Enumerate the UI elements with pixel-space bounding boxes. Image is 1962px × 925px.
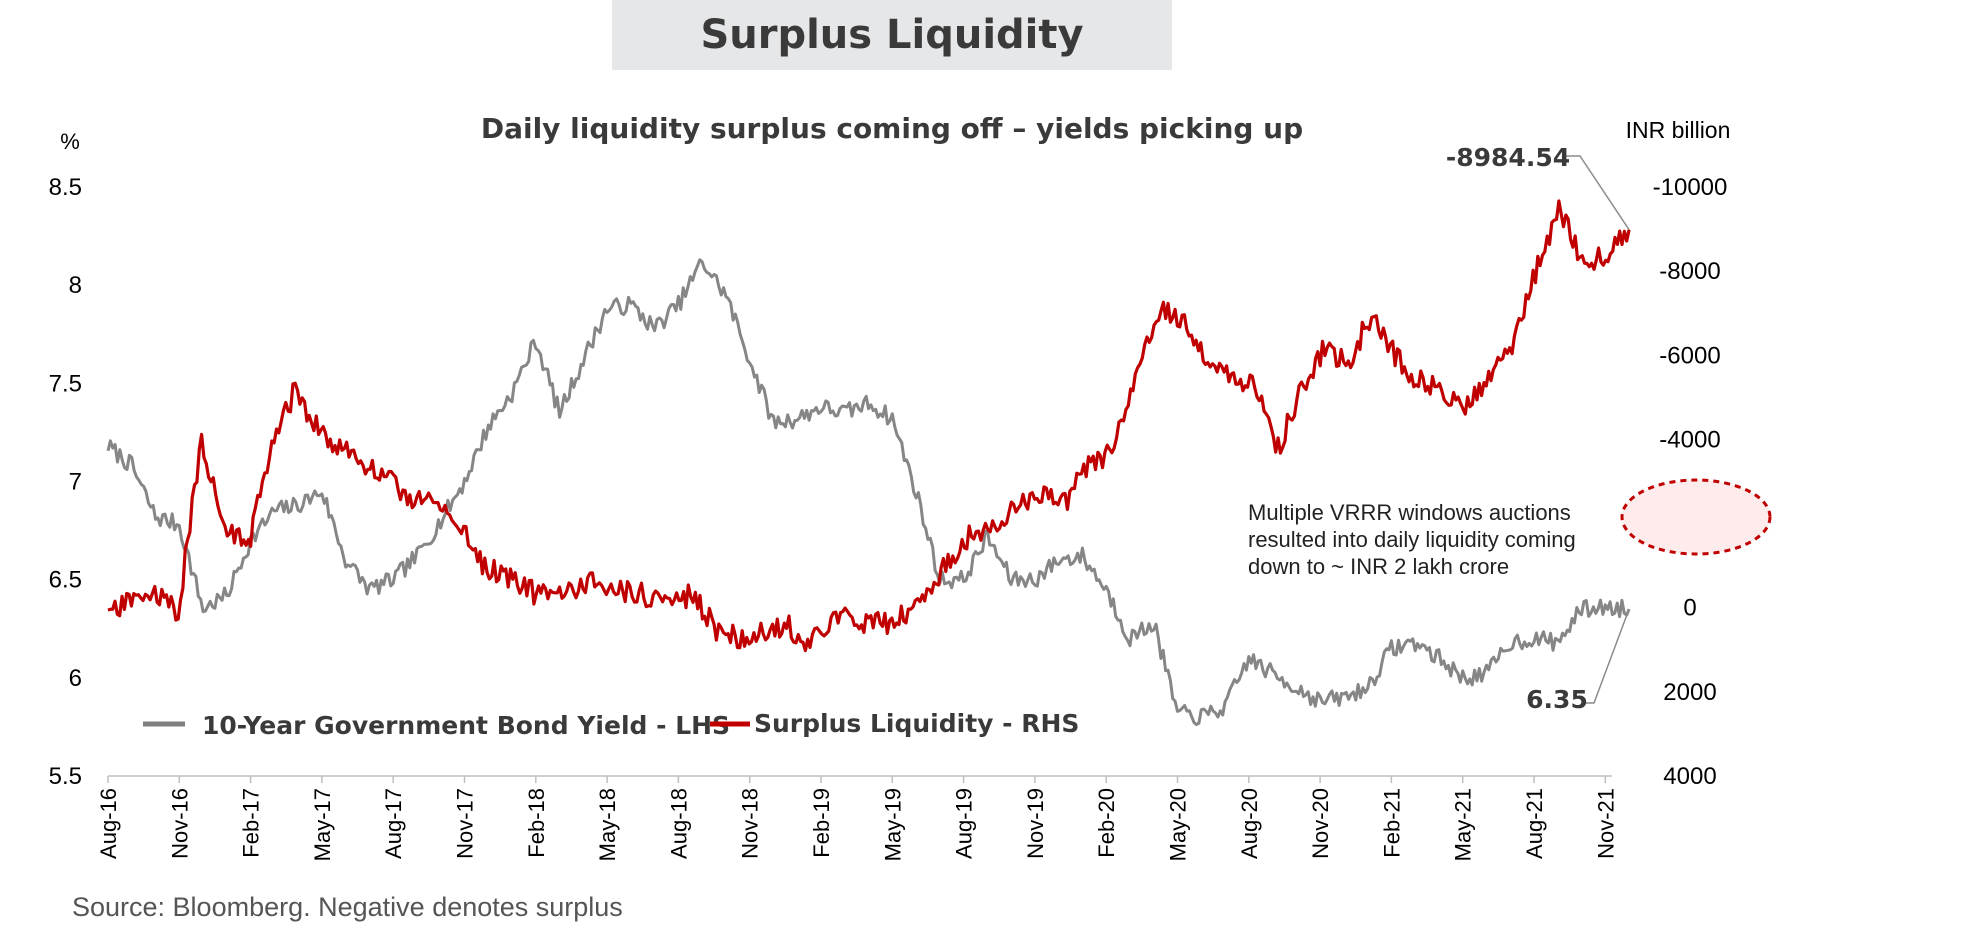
legend-liquidity-label: Surplus Liquidity - RHS <box>754 709 1079 738</box>
legend: 10-Year Government Bond Yield - LHS Surp… <box>143 709 1079 740</box>
x-tick-label: Aug-21 <box>1522 788 1547 859</box>
liquidity-end-label: -8984.54 <box>1446 143 1570 172</box>
series-line-yield <box>106 258 1631 726</box>
annotation-line-2: resulted into daily liquidity coming <box>1248 527 1576 552</box>
y-left-tick-label: 7.5 <box>49 370 82 397</box>
x-tick-label: Nov-17 <box>453 788 478 859</box>
annotation-ellipse <box>1620 478 1772 556</box>
y-left-tick-label: 5.5 <box>49 763 82 790</box>
y-right-tick-label: -4000 <box>1659 426 1720 453</box>
chart-title: Surplus Liquidity <box>700 12 1084 58</box>
y-left-tick-label: 8 <box>69 272 82 299</box>
y-left-tick-label: 6 <box>69 665 82 692</box>
x-tick-label: May-20 <box>1166 788 1191 861</box>
labels-layer: Daily liquidity surplus coming off – yie… <box>60 112 1730 922</box>
x-tick-label: Feb-18 <box>524 788 549 858</box>
series-line-liquidity <box>107 199 1631 653</box>
x-tick-label: Aug-19 <box>952 788 977 859</box>
x-tick-label: Nov-20 <box>1308 788 1333 859</box>
y-right-unit: INR billion <box>1626 117 1731 143</box>
x-tick-label: Feb-21 <box>1379 788 1404 858</box>
x-tick-label: Feb-20 <box>1094 788 1119 858</box>
legend-yield-label: 10-Year Government Bond Yield - LHS <box>202 711 730 740</box>
chart-subtitle: Daily liquidity surplus coming off – yie… <box>481 112 1303 145</box>
x-tick-label: Nov-21 <box>1593 788 1618 859</box>
chart-title-box: Surplus Liquidity <box>612 0 1172 70</box>
source-note: Source: Bloomberg. Negative denotes surp… <box>72 892 623 922</box>
x-tick-label: Feb-17 <box>239 788 264 858</box>
x-tick-label: Aug-20 <box>1237 788 1262 859</box>
annotation-line-1: Multiple VRRR windows auctions <box>1248 500 1571 525</box>
x-tick-label: Aug-16 <box>96 788 121 859</box>
y-right-tick-label: -8000 <box>1659 258 1720 285</box>
annotation-layer: Multiple VRRR windows auctions resulted … <box>1248 478 1772 579</box>
x-tick-label: May-19 <box>880 788 905 861</box>
y-right-tick-label: -10000 <box>1653 174 1728 201</box>
x-tick-label: Nov-18 <box>738 788 763 859</box>
yield-end-label: 6.35 <box>1526 685 1588 714</box>
y-right-tick-label: 2000 <box>1663 679 1716 706</box>
liquidity-leader-line <box>1566 155 1630 231</box>
x-tick-label: Feb-19 <box>809 788 834 858</box>
annotation-line-3: down to ~ INR 2 lakh crore <box>1248 554 1509 579</box>
annotation-text: Multiple VRRR windows auctions resulted … <box>1248 500 1582 579</box>
series-layer <box>106 155 1631 726</box>
yield-leader-line <box>1586 608 1630 704</box>
x-tick-label: May-18 <box>595 788 620 861</box>
y-right-tick-label: 4000 <box>1663 763 1716 790</box>
x-tick-label: Aug-18 <box>666 788 691 859</box>
axes-layer: Aug-16 Nov-16 Feb-17 May-17 Aug-17 Nov-17 Feb-… <box>49 174 1728 861</box>
y-left-tick-label: 7 <box>69 469 82 496</box>
y-left-tick-label: 8.5 <box>49 174 82 201</box>
x-tick-label: May-21 <box>1451 788 1476 861</box>
x-tick-label: May-17 <box>310 788 335 861</box>
x-tick-label: Aug-17 <box>381 788 406 859</box>
y-right-tick-label: -6000 <box>1659 342 1720 369</box>
y-right-tick-label: 0 <box>1683 595 1696 622</box>
y-left-tick-label: 6.5 <box>49 567 82 594</box>
x-tick-label: Nov-19 <box>1023 788 1048 859</box>
y-left-unit: % <box>60 129 80 154</box>
x-tick-label: Nov-16 <box>167 788 192 859</box>
